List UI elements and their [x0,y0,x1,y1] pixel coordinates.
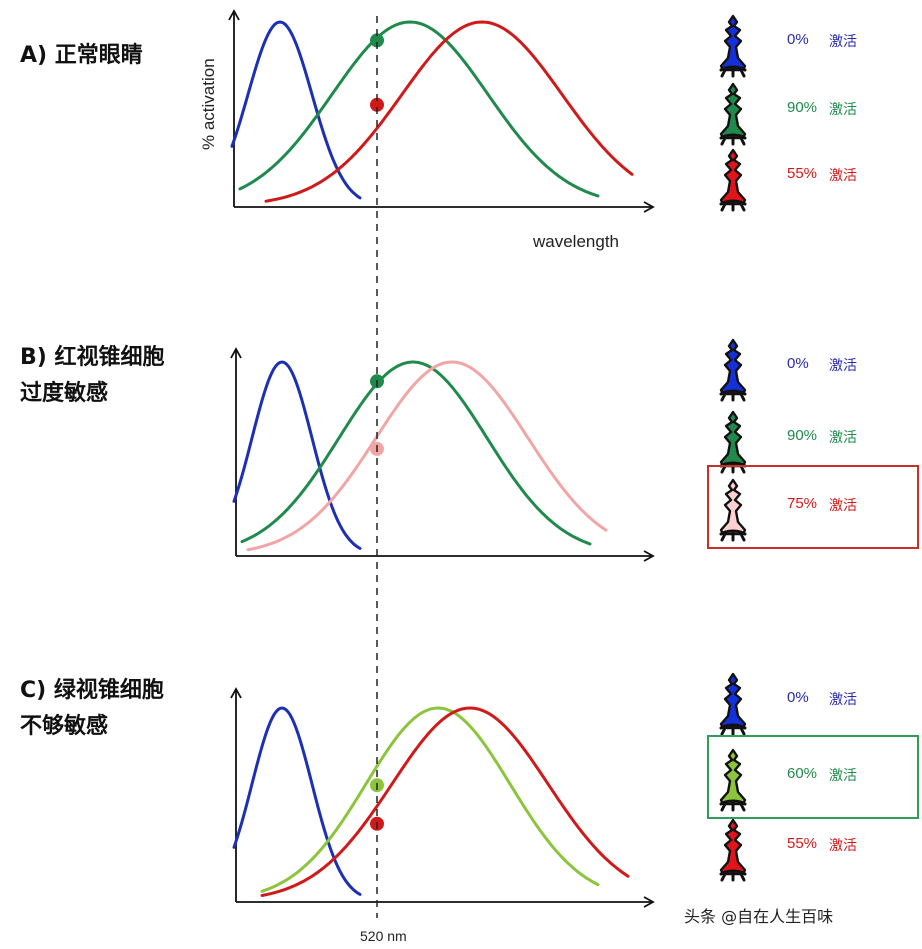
blue-cone-curve [232,706,362,896]
activation-percent: 55% [787,165,817,182]
activation-percent: 0% [787,31,809,48]
activation-percent: 0% [787,689,809,706]
red-activation-dot [370,97,384,112]
panel-a-axes [228,9,655,213]
red-cone-item: 55% 激活 [719,148,857,212]
activation-label: 激活 [829,429,857,446]
panel-c-curves [232,706,630,897]
blue-cone-icon [719,672,747,736]
red-cone-item: 55% 激活 [719,818,857,882]
panel-a-curves [230,20,634,203]
green-cone-icon [719,410,747,474]
activation-label: 激活 [829,767,857,784]
blue-cone-curve [230,20,362,200]
panel-b: B) 红视锥细胞 过度敏感 [20,344,655,562]
highlight-box [707,735,919,819]
activation-percent: 90% [787,99,817,116]
blue-cone-item: 0% 激活 [719,672,857,736]
green-cone-item: 90% 激活 [719,410,857,474]
red-cone-curve [264,20,634,203]
activation-percent: 75% [787,495,817,512]
blue-cone-item: 0% 激活 [719,14,857,78]
panel-b-curves [232,360,608,552]
green-cone-curve [240,360,592,546]
green-cone-item: 90% 激活 [719,82,857,146]
blue-cone-icon [719,338,747,402]
panel-b-axes [230,347,655,562]
y-axis-label: % activation [199,58,218,150]
panel-b-title-line-2: 过度敏感 [20,380,108,406]
red-cone-icon [719,818,747,882]
green-cone-icon [719,82,747,146]
activation-label: 激活 [829,357,857,374]
activation-label: 激活 [829,167,857,184]
pink-cone-curve [246,360,608,552]
green-cone-curve [238,20,600,198]
red-cone-icon [719,148,747,212]
activation-label: 激活 [829,497,857,514]
wavelength-marker-label: 520 nm [360,928,407,944]
panel-a-cone-legend: 0% 激活 90% 激活 55% 激活 [719,14,857,212]
panel-a: A) 正常眼睛 % activation wavelength [20,9,655,251]
light-green-cone-item: 60% 激活 [707,735,919,819]
green-activation-dot [370,33,384,48]
panel-a-dots [370,33,384,112]
watermark: 头条 @自在人生百味 [684,907,833,926]
activation-label: 激活 [829,837,857,854]
activation-label: 激活 [829,101,857,118]
panel-a-title: A) 正常眼睛 [20,42,143,68]
activation-percent: 90% [787,427,817,444]
panel-c-title-line-1: C) 绿视锥细胞 [20,677,164,703]
light-green-cone-curve [260,706,600,893]
activation-percent: 0% [787,355,809,372]
panel-b-cone-legend: 0% 激活 90% 激活 75% 激活 [707,338,919,549]
highlight-box [707,465,919,549]
activation-label: 激活 [829,691,857,708]
panel-c-cone-legend: 0% 激活 60% 激活 55% 激活 [707,672,919,882]
activation-percent: 55% [787,835,817,852]
blue-cone-icon [719,14,747,78]
light-green-cone-icon [719,748,747,812]
red-cone-curve [260,706,630,897]
blue-cone-item: 0% 激活 [719,338,857,402]
pink-cone-icon [719,478,747,542]
blue-cone-curve [232,360,362,550]
panel-b-title-line-1: B) 红视锥细胞 [20,344,164,370]
pink-cone-item: 75% 激活 [707,465,919,549]
panel-c-title-line-2: 不够敏感 [20,713,108,739]
activation-percent: 60% [787,765,817,782]
x-axis-label: wavelength [532,232,619,251]
activation-label: 激活 [829,33,857,50]
panel-c-axes [230,687,655,908]
panel-c: C) 绿视锥细胞 不够敏感 [20,677,655,908]
